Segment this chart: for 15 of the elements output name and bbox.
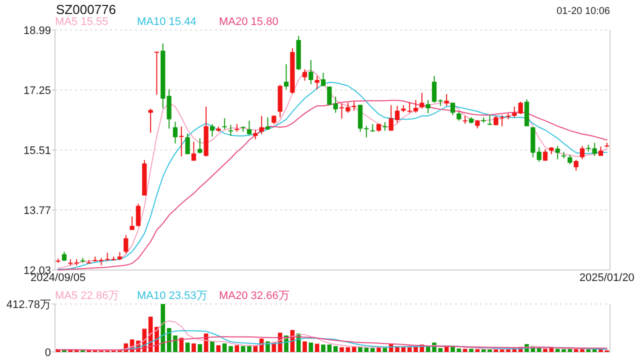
text: MA10 23.53万 bbox=[137, 290, 208, 302]
y-tick-label: 18.99 bbox=[23, 25, 51, 37]
text: MA20 15.80 bbox=[219, 16, 278, 28]
x-tick-label: 2025/01/20 bbox=[579, 272, 634, 284]
text: MA5 22.86万 bbox=[55, 290, 120, 302]
text: MA5 15.55 bbox=[55, 16, 108, 28]
y-tick-label: 17.25 bbox=[23, 85, 51, 97]
text: MA10 15.44 bbox=[137, 16, 196, 28]
text: 01-20 10:06 bbox=[556, 6, 610, 17]
y-tick-label: 0 bbox=[44, 347, 51, 359]
y-tick-label: 15.51 bbox=[23, 145, 51, 157]
chart-title: SZ000776 bbox=[56, 2, 116, 17]
y-tick-label: 412.78万 bbox=[6, 299, 51, 311]
text: MA20 32.66万 bbox=[219, 290, 290, 302]
y-tick-label: 13.77 bbox=[23, 205, 51, 217]
